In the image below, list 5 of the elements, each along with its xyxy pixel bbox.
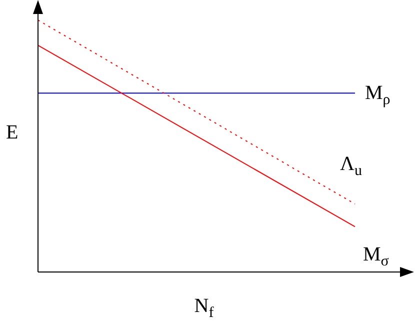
x-axis-title: N$_{f}$ — [194, 295, 214, 320]
series-label: M$_{σ}$ — [363, 244, 389, 270]
y-axis-title: E — [6, 122, 18, 144]
series-label: Λ$_{u}$ — [340, 152, 363, 178]
series-label: M$_{ρ}$ — [365, 82, 390, 108]
